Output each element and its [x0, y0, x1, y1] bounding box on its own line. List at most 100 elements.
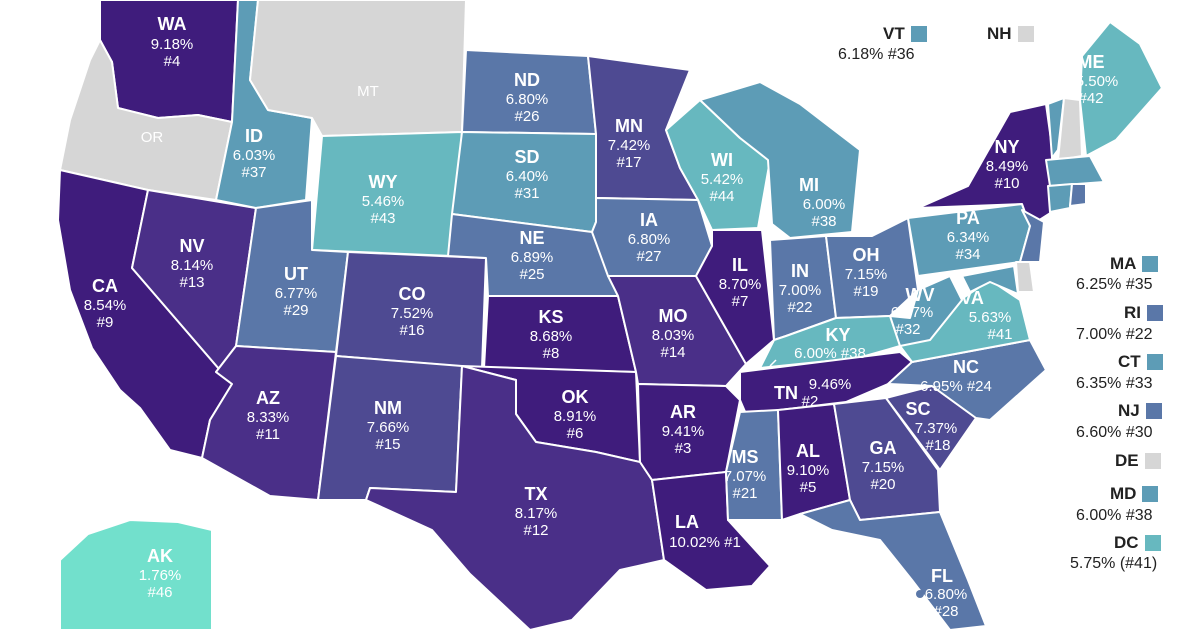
- legend-row-ri: RI: [1124, 303, 1163, 323]
- legend-vt-swatch: [910, 26, 927, 42]
- state-ms[interactable]: [725, 409, 783, 521]
- legend-ma-value: 6.25% #35: [1076, 276, 1153, 293]
- label-ks-rate: 8.68%: [530, 328, 573, 345]
- state-fl[interactable]: [799, 499, 987, 630]
- leader-line-ky: [769, 359, 777, 367]
- label-ne-rank: #25: [519, 266, 544, 283]
- label-mn: MN: [615, 116, 643, 136]
- legend-ri-swatch: [1147, 305, 1163, 321]
- label-il: IL: [732, 255, 748, 275]
- state-me[interactable]: [1079, 21, 1163, 157]
- label-ia: IA: [640, 210, 658, 230]
- state-de[interactable]: [1015, 261, 1035, 293]
- label-il-rate: 8.70%: [719, 276, 762, 293]
- label-nm-rate: 7.66%: [367, 419, 410, 436]
- label-mi-rank: #38: [811, 213, 836, 230]
- state-wv[interactable]: [889, 275, 963, 347]
- label-ut-rate: 6.77%: [275, 285, 318, 302]
- label-ga: GA: [870, 438, 897, 458]
- legend-dc-abbr: DC: [1114, 533, 1139, 552]
- label-ok: OK: [562, 387, 589, 407]
- label-ak-rank: #46: [147, 584, 172, 601]
- label-al-rank: #5: [800, 479, 817, 496]
- label-oh-rate: 7.15%: [845, 266, 888, 283]
- state-labels: WA 9.18% #4 OR CA 8.54% #9 NV 8.14% #13 …: [84, 14, 1119, 620]
- label-nv: NV: [179, 236, 204, 256]
- state-mt[interactable]: [249, 0, 467, 137]
- label-mi: MI: [799, 175, 819, 195]
- label-wi: WI: [711, 150, 733, 170]
- label-me-rate: 5.50%: [1076, 73, 1119, 90]
- label-oh: OH: [853, 245, 880, 265]
- label-nc-line: 6.95% #24: [920, 378, 992, 395]
- label-ks: KS: [538, 307, 563, 327]
- label-nm-rank: #15: [375, 436, 400, 453]
- state-il[interactable]: [695, 229, 775, 365]
- label-tn-rate: 9.46%: [809, 376, 852, 393]
- label-wa-rate: 9.18%: [151, 36, 194, 53]
- label-fl-rate: 6.80%: [925, 586, 968, 603]
- legend-md-value: 6.00% #38: [1076, 507, 1153, 524]
- label-id: ID: [245, 126, 263, 146]
- label-me-rank: #42: [1078, 90, 1103, 107]
- legend-vt-value: 6.18% #36: [838, 46, 915, 63]
- label-wa: WA: [158, 14, 187, 34]
- label-nd: ND: [514, 70, 540, 90]
- label-mo-rank: #14: [660, 344, 685, 361]
- label-la: LA: [675, 512, 699, 532]
- label-nv-rate: 8.14%: [171, 257, 214, 274]
- label-ia-rank: #27: [636, 248, 661, 265]
- state-md[interactable]: [961, 265, 1019, 295]
- legend-vt-abbr: VT: [883, 24, 905, 43]
- legend-md-abbr: MD: [1110, 484, 1137, 503]
- label-ne: NE: [519, 228, 544, 248]
- legend-ct-abbr: CT: [1118, 352, 1141, 371]
- label-ca: CA: [92, 276, 118, 296]
- legend-de-abbr: DE: [1115, 451, 1139, 470]
- label-mo: MO: [659, 306, 688, 326]
- state-tn[interactable]: [739, 351, 913, 415]
- label-sd-rate: 6.40%: [506, 168, 549, 185]
- label-in-rank: #22: [787, 299, 812, 316]
- state-tx[interactable]: [365, 365, 665, 630]
- label-co-rank: #16: [399, 322, 424, 339]
- label-va-rate: 5.63%: [969, 309, 1012, 326]
- state-ct[interactable]: [1047, 183, 1073, 213]
- label-ms-rate: 7.07%: [724, 468, 767, 485]
- label-mo-rate: 8.03%: [652, 327, 695, 344]
- legend-nj-value: 6.60% #30: [1076, 424, 1153, 441]
- state-ak[interactable]: [59, 519, 213, 630]
- label-tx: TX: [524, 484, 547, 504]
- label-nm: NM: [374, 398, 402, 418]
- fl-island-icon: [916, 590, 924, 598]
- label-nv-rank: #13: [179, 274, 204, 291]
- label-ga-rate: 7.15%: [862, 459, 905, 476]
- label-nd-rate: 6.80%: [506, 91, 549, 108]
- leader-lines: [769, 359, 777, 367]
- legend-ma-abbr: MA: [1110, 254, 1137, 273]
- label-me: ME: [1078, 52, 1105, 72]
- label-wv-rate: 6.37%: [891, 304, 934, 321]
- state-ma[interactable]: [1045, 155, 1105, 187]
- label-wy-rate: 5.46%: [362, 193, 405, 210]
- label-ms: MS: [732, 447, 759, 467]
- label-ny: NY: [994, 137, 1019, 157]
- label-wv-rank: #32: [895, 321, 920, 338]
- label-mn-rank: #17: [616, 154, 641, 171]
- state-ri[interactable]: [1069, 183, 1087, 207]
- label-ms-rank: #21: [732, 485, 757, 502]
- label-ca-rate: 8.54%: [84, 297, 127, 314]
- legend-ct-value: 6.35% #33: [1076, 375, 1153, 392]
- label-pa-rate: 6.34%: [947, 229, 990, 246]
- label-ak-rate: 1.76%: [139, 567, 182, 584]
- label-sc-rank: #18: [925, 437, 950, 454]
- label-ar-rank: #3: [675, 440, 692, 457]
- state-mi[interactable]: [699, 81, 861, 239]
- label-la-line: 10.02% #1: [669, 534, 741, 551]
- label-id-rank: #37: [241, 164, 266, 181]
- label-az-rate: 8.33%: [247, 409, 290, 426]
- label-fl: FL: [931, 566, 953, 586]
- label-ny-rank: #10: [994, 175, 1019, 192]
- label-ar: AR: [670, 402, 696, 422]
